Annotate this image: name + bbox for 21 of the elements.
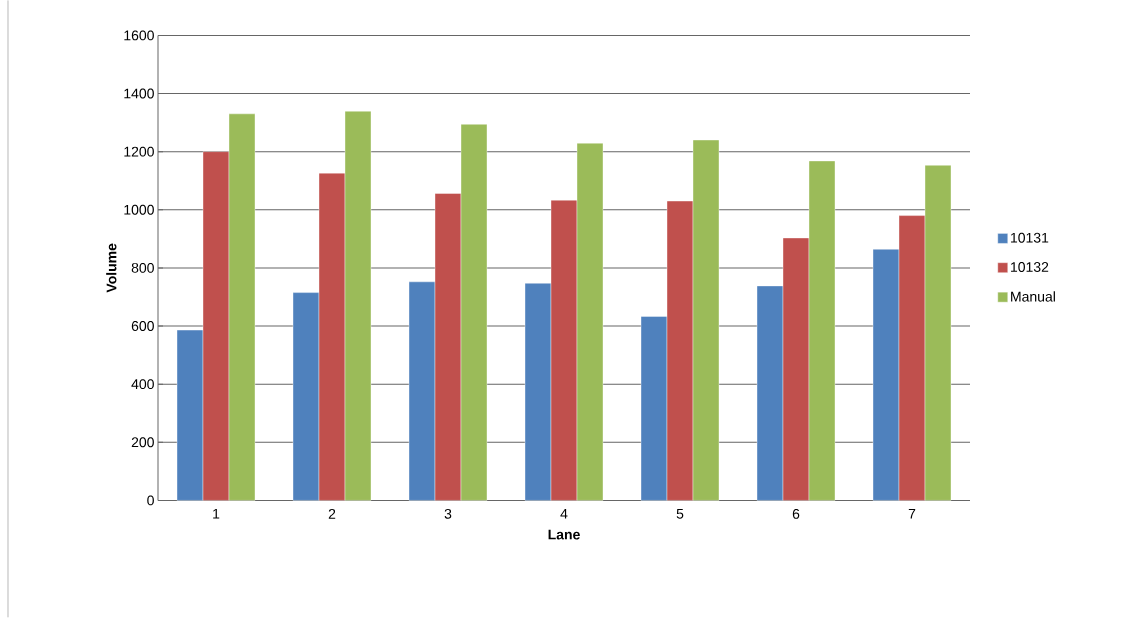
y-tick-label: 200 — [131, 437, 154, 448]
legend-label: Manual — [1011, 291, 1055, 302]
legend-label: 10131 — [1011, 232, 1049, 243]
y-tick-label: 0 — [147, 495, 154, 506]
x-tick-label: 3 — [444, 509, 452, 519]
y-tick-label: 800 — [131, 263, 154, 273]
x-tick-label: 4 — [560, 509, 568, 519]
x-tick-label: 2 — [328, 509, 336, 519]
y-tick-label: 1400 — [124, 88, 154, 99]
legend-label: 10132 — [1011, 262, 1049, 273]
x-axis-title: Lane — [548, 529, 580, 540]
y-tick-label: 600 — [131, 321, 154, 332]
y-tick-label: 1200 — [124, 146, 154, 157]
x-tick-label: 1 — [213, 509, 220, 519]
x-tick-label: 7 — [908, 509, 916, 519]
y-axis-title: Volume — [106, 243, 117, 293]
y-tick-label: 400 — [131, 379, 154, 390]
y-tick-label: 1000 — [124, 204, 154, 215]
y-tick-label: 1600 — [124, 30, 154, 41]
x-tick-label: 5 — [676, 509, 684, 519]
x-tick-label: 6 — [792, 509, 800, 519]
